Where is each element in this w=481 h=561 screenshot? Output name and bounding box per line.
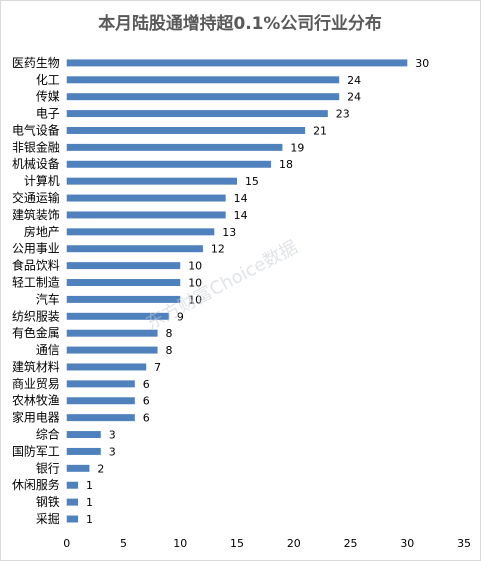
bar xyxy=(66,431,101,439)
x-axis-ticks: 0 5 10 15 20 25 30 35 xyxy=(63,537,471,550)
bar xyxy=(66,481,79,489)
bar xyxy=(66,279,181,286)
data-label: 3 xyxy=(109,445,116,458)
category-label: 电气设备 xyxy=(12,122,60,137)
bar xyxy=(66,295,181,303)
category-label: 计算机 xyxy=(24,173,60,188)
data-label: 15 xyxy=(245,175,259,188)
category-label: 农林牧渔 xyxy=(12,394,60,408)
bar xyxy=(66,228,215,236)
bar xyxy=(66,346,158,354)
category-label: 交通运输 xyxy=(12,190,60,205)
bar xyxy=(66,93,340,101)
data-label: 1 xyxy=(86,479,93,492)
category-label: 公用事业 xyxy=(12,242,60,256)
data-label: 24 xyxy=(347,91,361,104)
data-label: 24 xyxy=(347,74,361,87)
bar xyxy=(66,143,283,151)
bar xyxy=(66,515,79,523)
category-label: 采掘 xyxy=(36,511,60,526)
data-label: 7 xyxy=(154,361,161,374)
data-label: 10 xyxy=(188,260,202,273)
bar xyxy=(66,194,226,202)
category-label: 有色金属 xyxy=(12,325,60,340)
category-label: 商业贸易 xyxy=(12,376,60,391)
data-label: 3 xyxy=(109,429,116,442)
data-label: 9 xyxy=(177,310,184,323)
data-label: 1 xyxy=(86,513,93,526)
bar xyxy=(66,59,408,67)
bar xyxy=(66,126,306,134)
data-label: 14 xyxy=(234,192,248,205)
category-label: 电子 xyxy=(36,107,60,121)
category-label: 通信 xyxy=(36,343,60,357)
category-label: 综合 xyxy=(36,427,60,442)
category-label: 化工 xyxy=(36,73,60,87)
bar xyxy=(66,160,272,168)
category-label: 汽车 xyxy=(36,291,60,306)
category-label: 轻工制造 xyxy=(12,275,60,289)
category-label: 医药生物 xyxy=(12,56,60,70)
chart-title: 本月陆股通增持超0.1%公司行业分布 xyxy=(98,13,382,33)
x-tick-label: 20 xyxy=(287,537,301,550)
bar xyxy=(66,177,238,185)
bar xyxy=(66,414,135,422)
data-label: 18 xyxy=(279,158,293,171)
bar xyxy=(66,110,328,118)
category-label: 食品饮料 xyxy=(12,258,60,273)
bar xyxy=(66,245,203,253)
bar xyxy=(66,262,181,270)
category-label: 非银金融 xyxy=(12,139,60,154)
category-label: 国防军工 xyxy=(12,443,60,458)
data-label: 30 xyxy=(415,57,429,70)
data-label: 13 xyxy=(222,226,236,239)
x-tick-label: 30 xyxy=(400,537,414,550)
data-label: 10 xyxy=(188,276,202,289)
category-label: 建筑装饰 xyxy=(12,207,60,222)
category-label: 钢铁 xyxy=(36,495,60,509)
data-label: 21 xyxy=(313,124,327,137)
x-tick-label: 10 xyxy=(173,537,187,550)
x-tick-label: 5 xyxy=(120,537,127,550)
data-label: 8 xyxy=(166,327,173,340)
bar xyxy=(66,312,169,320)
data-label: 12 xyxy=(211,243,225,256)
bar xyxy=(66,447,101,455)
category-label: 纺织服装 xyxy=(12,309,60,323)
bar xyxy=(66,380,135,388)
bar xyxy=(66,397,135,405)
data-label: 19 xyxy=(290,141,304,154)
bar xyxy=(66,211,226,219)
category-label: 房地产 xyxy=(24,224,60,239)
category-label: 传媒 xyxy=(36,89,60,104)
x-tick-label: 15 xyxy=(230,537,244,550)
category-label: 休闲服务 xyxy=(12,477,60,492)
data-label: 1 xyxy=(86,496,93,509)
data-label: 10 xyxy=(188,293,202,306)
category-label: 机械设备 xyxy=(12,156,60,171)
x-tick-label: 25 xyxy=(344,537,358,550)
x-tick-label: 0 xyxy=(63,537,70,550)
bar xyxy=(66,76,340,84)
category-label: 家用电器 xyxy=(12,410,60,425)
bar xyxy=(66,464,90,472)
data-label: 6 xyxy=(143,395,150,408)
data-label: 6 xyxy=(143,412,150,425)
data-label: 2 xyxy=(97,462,104,475)
category-label: 银行 xyxy=(36,461,60,475)
bar xyxy=(66,498,79,506)
bar xyxy=(66,329,158,337)
data-label: 6 xyxy=(143,378,150,391)
category-label: 建筑材料 xyxy=(12,359,60,374)
data-label: 8 xyxy=(166,344,173,357)
data-label: 23 xyxy=(336,108,350,121)
data-label: 14 xyxy=(234,209,248,222)
bar xyxy=(66,363,147,371)
x-tick-label: 35 xyxy=(457,537,471,550)
